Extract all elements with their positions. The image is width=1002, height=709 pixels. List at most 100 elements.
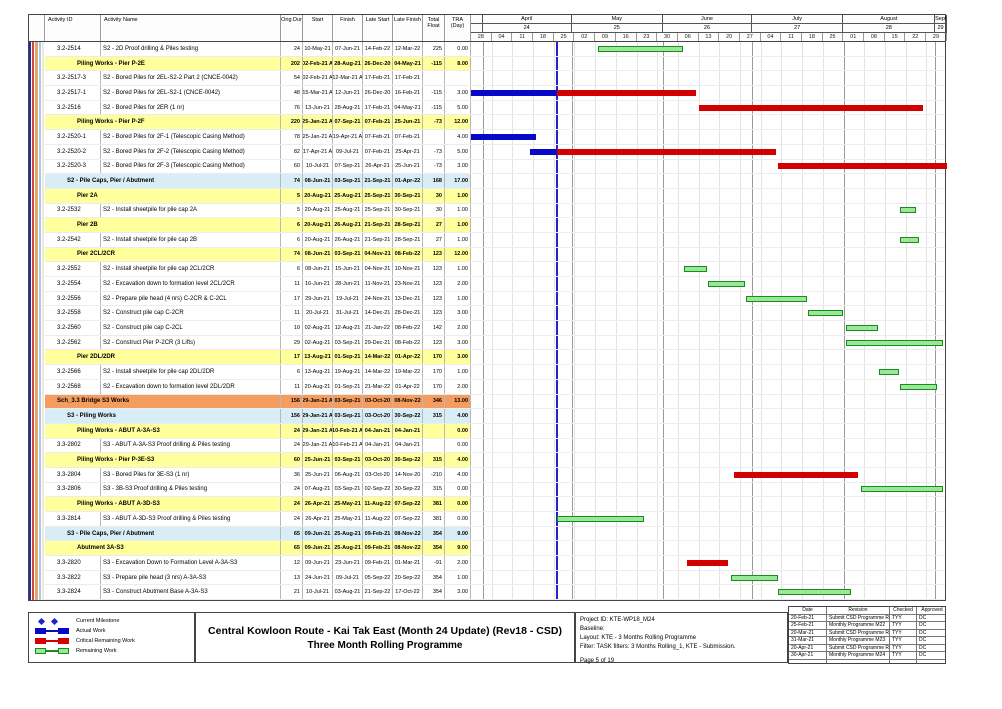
late_finish-cell: 08-Feb-22 [393, 247, 423, 262]
late_finish-cell: 30-Sep-22 [393, 482, 423, 497]
finish-cell: 07-Sep-21 [333, 115, 363, 130]
timescale-week-tick: 15 [885, 33, 906, 41]
gantt-row [471, 262, 947, 276]
finish-cell: 03-Sep-21 [333, 409, 363, 423]
activity-id-cell: 3.3-2802 [45, 438, 101, 453]
finish-cell: 26-Aug-21 [333, 232, 363, 247]
start-cell: 20-Aug-21 [303, 379, 333, 394]
late_start-cell: 24-Nov-21 [363, 291, 393, 306]
activity-name-cell: S3 - Construct Abutment Base A-3A-S3 [101, 585, 281, 600]
total_float-cell: 315 [423, 453, 445, 467]
gantt-row [471, 527, 947, 541]
row-table-cells: 3.2-2560 S2 - Construct pile cap C-2CL 10 0… [29, 321, 471, 335]
summary-label: S2 - Pile Caps, Pier / Abutment [45, 174, 281, 188]
gantt-row [471, 453, 947, 467]
revision-cell [917, 660, 947, 664]
legend-item: Remaining Work [35, 646, 194, 656]
dur-cell: 24 [281, 438, 303, 453]
total_float-cell: 346 [423, 394, 445, 409]
late_finish-cell: 01-Apr-22 [393, 350, 423, 365]
table-row: 3.3-2814 S3 - ABUT A-3D-S3 Proof drilling… [29, 512, 945, 527]
tra-cell: 9.00 [445, 541, 471, 556]
total_float-cell: 123 [423, 335, 445, 350]
late_finish-cell: 30-Sep-22 [393, 453, 423, 467]
timescale-week-tick: 16 [616, 33, 637, 41]
revision-cell: TYY [890, 644, 917, 651]
late_finish-cell: 08-Nov-22 [393, 541, 423, 556]
late_start-cell: 29-Dec-21 [363, 335, 393, 350]
row-table-cells: 3.2-2542 S2 - Install sheetpile for pile … [29, 232, 471, 247]
revision-cell: DC [919, 629, 927, 636]
late_finish-cell: 10-Nov-21 [393, 262, 423, 276]
finish-cell: 03-Sep-21 [333, 394, 363, 409]
title-block: Central Kowloon Route - Kai Tak East (Mo… [195, 612, 575, 663]
tra-cell [445, 71, 471, 86]
start-cell: 20-Aug-21 [303, 218, 333, 232]
tra-cell: 4.00 [445, 130, 471, 144]
tra-cell: 0.00 [445, 497, 471, 511]
summary-row: S3 - Pile Caps, Pier / Abutment 65 09-Jun-… [29, 526, 947, 542]
gantt-bar-red [698, 104, 924, 111]
tra-cell: 1.00 [445, 188, 471, 203]
tra-cell: 9.00 [445, 526, 471, 541]
revision-table: Date Revision Checked Approved 20-Feb-21 Subm… [788, 606, 946, 664]
finish-cell: 12-Mar-21 A [333, 71, 363, 86]
bar-swatch-right [58, 628, 69, 634]
late_finish-cell: 25-Jun-21 [393, 115, 423, 130]
timescale-month-label: August [843, 15, 936, 24]
start-cell: 25-Jan-21 A [303, 115, 333, 130]
start-cell: 25-Jun-21 [303, 467, 333, 482]
total_float-cell: 170 [423, 379, 445, 394]
tra-cell: 2.00 [445, 321, 471, 335]
gantt-bar-green [808, 310, 843, 317]
late_finish-cell: 08-Nov-22 [393, 526, 423, 541]
summary-row: S3 - Piling Works 156 29-Jan-21 A 03-Sep-21… [29, 409, 945, 424]
dur-cell: 24 [281, 482, 303, 497]
dur-cell: 156 [281, 394, 303, 409]
summary-label: Sch_3.3 Bridge S3 Works [45, 394, 281, 409]
tra-cell: 4.00 [445, 467, 471, 482]
finish-cell: 01-Sep-21 [333, 379, 363, 394]
summary-row: Sch_3.3 Bridge S3 Works 156 29-Jan-21 A 03-… [29, 394, 945, 410]
gantt-row [471, 350, 947, 364]
dur-cell: 24 [281, 512, 303, 526]
late_finish-cell: 01-Mar-21 [393, 556, 423, 570]
legend: Current Milestone Actual Work Critical Rem… [28, 612, 195, 663]
activity-id-cell: 3.3-2804 [45, 467, 101, 482]
row-table-cells: 3.3-2802 S3 - ABUT A-3A-S3 Proof drilling… [29, 438, 471, 453]
finish-cell: 12-Aug-21 [333, 321, 363, 335]
finish-cell: 19-Jul-21 [333, 291, 363, 306]
dur-cell: 24 [281, 497, 303, 511]
tra-cell: 2.00 [445, 379, 471, 394]
row-table-cells: S3 - Piling Works 156 29-Jan-21 A 03-Sep-21… [29, 409, 471, 423]
activity-name-cell: S3 - Bored Piles for 3E-S3 (1 nr) [101, 467, 281, 482]
row-table-cells: 3.3-2820 S3 - Excavation Down to Formatio… [29, 556, 471, 570]
finish-cell: 25-May-21 [333, 497, 363, 511]
dur-cell: 11 [281, 306, 303, 321]
tra-cell: 3.00 [445, 86, 471, 100]
timescale-months: April May June July August Sept [471, 15, 947, 24]
summary-row: Piling Works - ABUT A-3D-S3 24 26-Apr-21 25… [29, 497, 945, 512]
activity-name-cell: S2 - 2D Proof drilling & Piles testing [101, 42, 281, 56]
gantt-row [471, 556, 947, 570]
row-table-cells: Piling Works - ABUT A-3D-S3 24 26-Apr-21 25… [29, 497, 471, 511]
legend-label: Actual Work [76, 628, 106, 634]
total_float-cell: 381 [423, 512, 445, 526]
start-cell: 20-Aug-21 [303, 188, 333, 203]
timescale-month-label: June [663, 15, 752, 24]
dur-cell: 5 [281, 188, 303, 203]
activity-name-cell: S3 - Excavation Down to Formation Level … [101, 556, 281, 570]
revision-cell: Monthly Programme M22 [827, 622, 890, 629]
dur-cell: 24 [281, 423, 303, 438]
row-table-cells: 3.2-2520-1 S2 - Bored Piles for 2F-1 (Tel… [29, 130, 471, 144]
dur-cell: 60 [281, 159, 303, 174]
tra-cell: 5.00 [445, 100, 471, 115]
gantt-row [471, 541, 947, 555]
finish-cell: 03-Sep-21 [333, 453, 363, 467]
finish-cell: 09-Jul-21 [333, 144, 363, 159]
late_finish-cell: 07-Sep-22 [393, 512, 423, 526]
total_float-cell: 170 [423, 365, 445, 379]
gantt-bar-blue [471, 133, 537, 140]
summary-label: Pier 2A [45, 188, 281, 203]
finish-cell: 28-Aug-21 [333, 100, 363, 115]
